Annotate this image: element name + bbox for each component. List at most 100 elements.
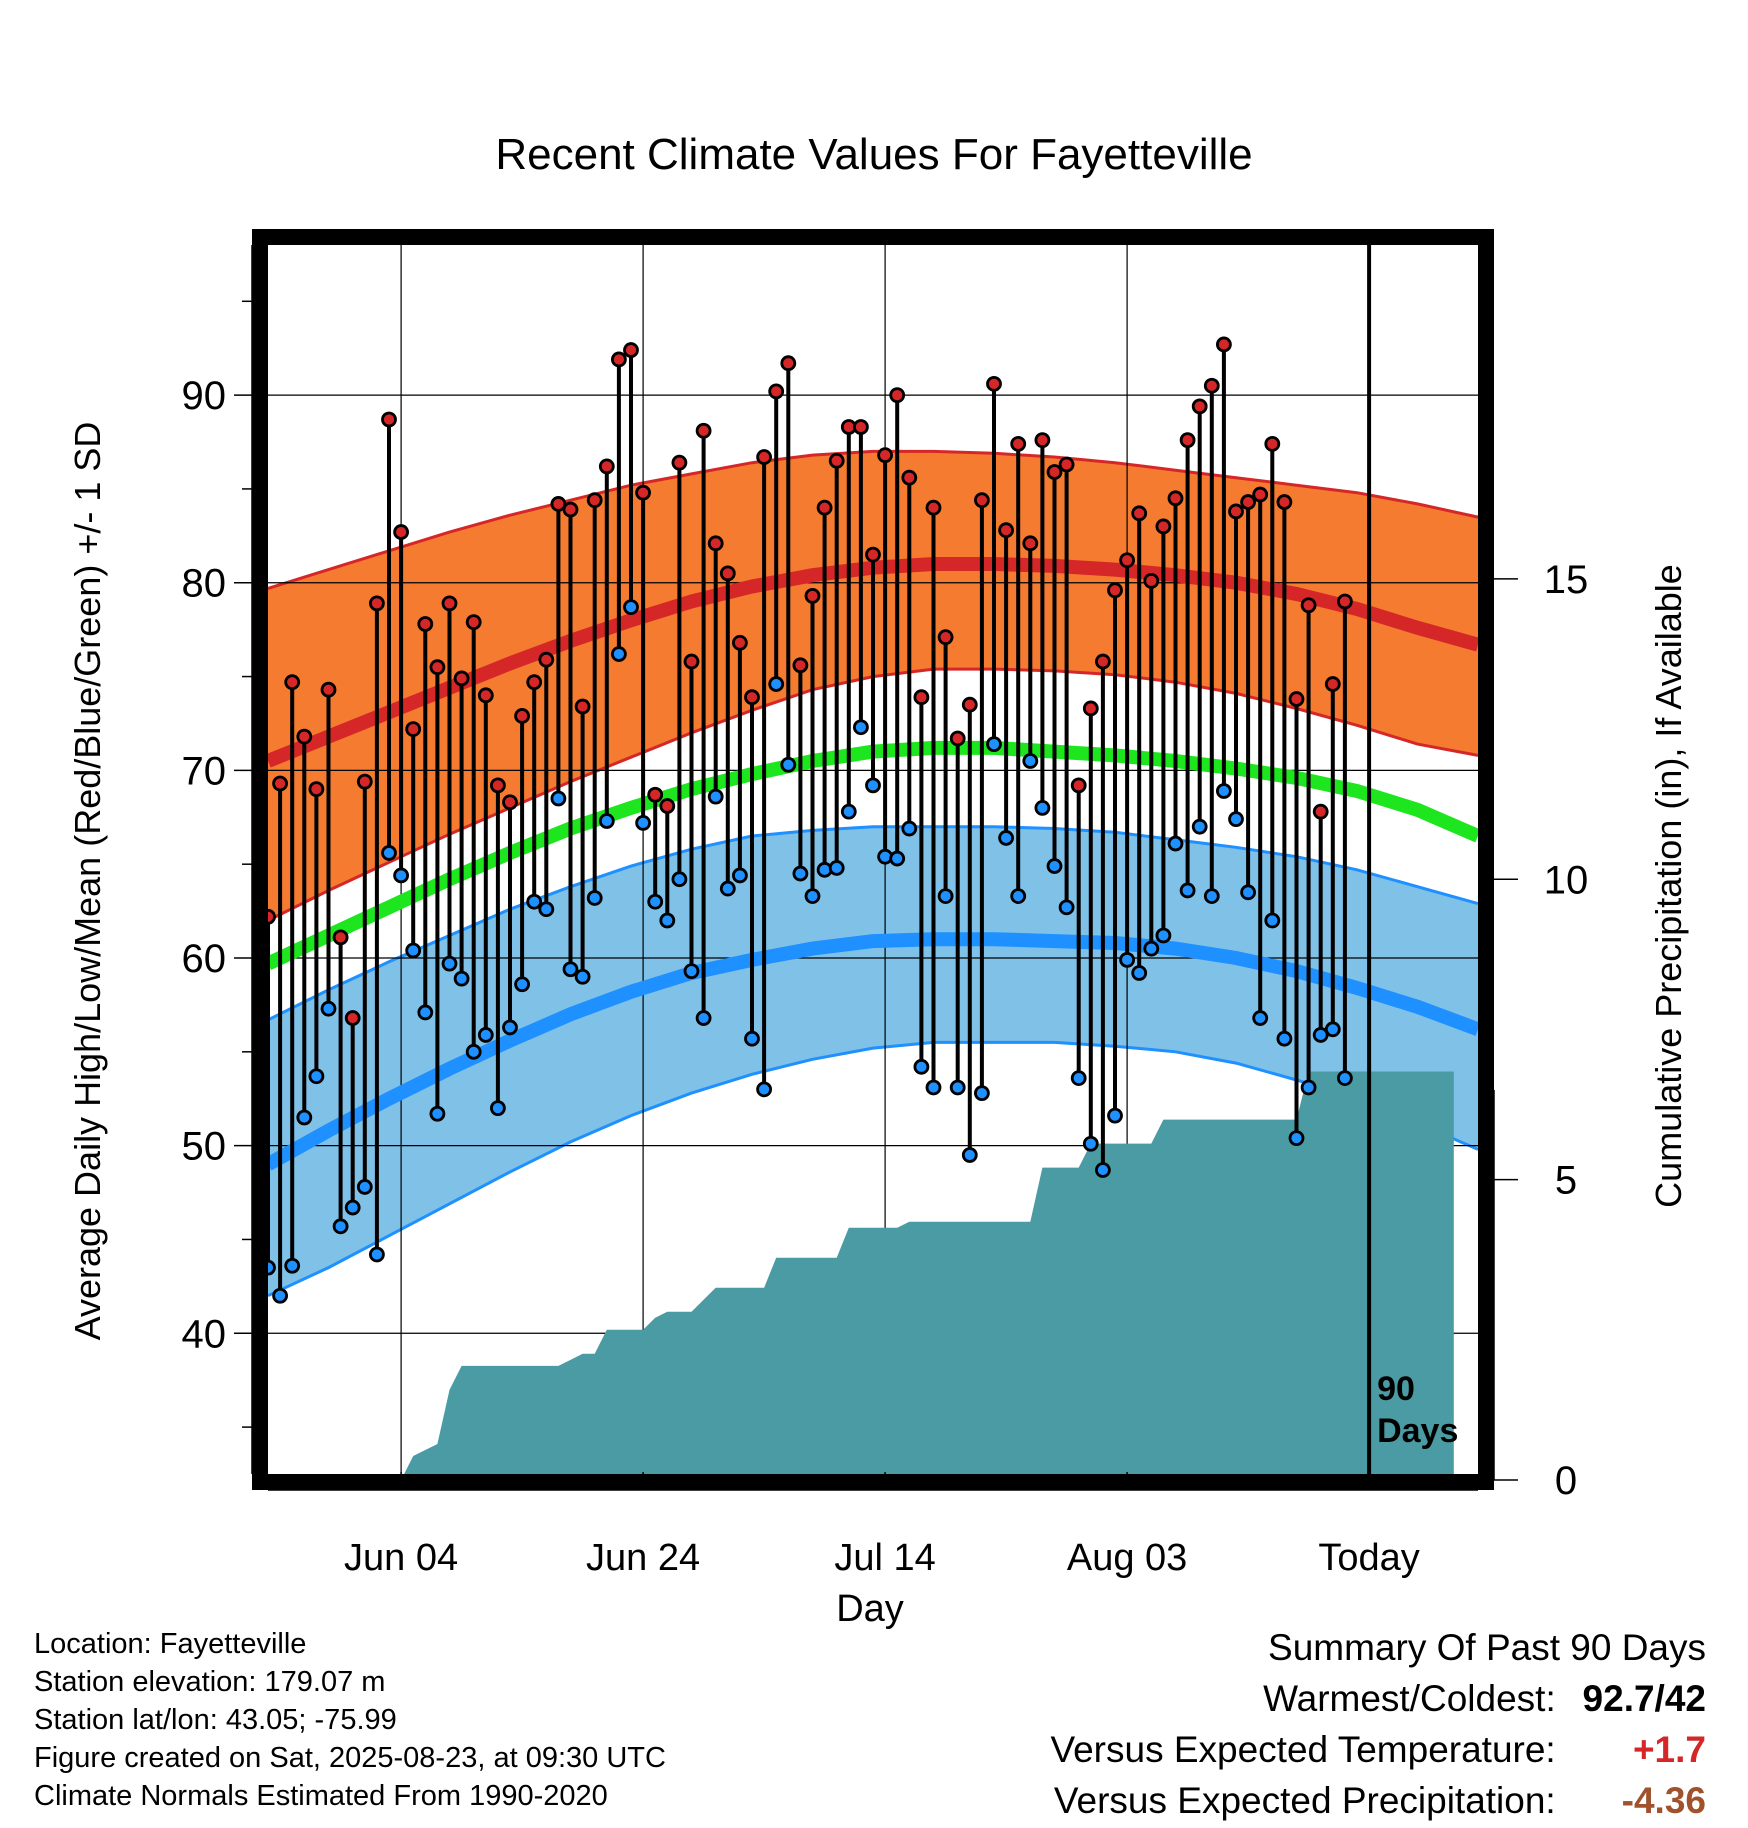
daily-low-point (1119, 951, 1135, 968)
daily-low-point (913, 1058, 930, 1075)
daily-high-point (732, 634, 748, 651)
daily-low-point (1216, 783, 1232, 799)
precip-tick-label-15: 15 (1544, 558, 1589, 602)
daily-low-point (272, 1287, 289, 1304)
daily-high-point (356, 773, 373, 790)
daily-low-point (489, 1100, 506, 1117)
daily-low-point (308, 1068, 325, 1085)
daily-low-point (1034, 800, 1051, 816)
daily-high-point (1022, 535, 1039, 552)
daily-high-point (683, 653, 700, 670)
daily-low-point (453, 970, 470, 987)
daily-high-point (744, 689, 760, 706)
daily-high-point (1288, 691, 1305, 707)
daily-low-point (901, 820, 918, 837)
daily-low-point (1070, 1070, 1087, 1086)
daily-high-point (925, 499, 942, 516)
daily-high-point (1131, 505, 1148, 522)
daily-high-point (719, 565, 736, 582)
daily-high-point (659, 798, 676, 814)
daily-high-point (308, 781, 325, 798)
daily-low-point (1203, 888, 1220, 904)
chart-title: Recent Climate Values For Fayetteville (495, 130, 1253, 179)
daily-low-point (538, 901, 555, 918)
daily-high-point (1058, 456, 1075, 473)
daily-low-point (514, 976, 530, 993)
daily-low-point (1300, 1079, 1317, 1096)
daily-high-point (1191, 398, 1208, 415)
daily-low-point (368, 1246, 385, 1263)
daily-low-point (284, 1257, 301, 1274)
x-tick-label-jun-04: Jun 04 (344, 1537, 458, 1579)
daily-low-point (695, 1010, 712, 1026)
daily-low-point (1010, 888, 1027, 904)
daily-low-point (441, 955, 458, 972)
precip-value: -4.36 (1621, 1780, 1706, 1821)
daily-high-point (901, 469, 918, 486)
warm-cold-label: Warmest/Coldest: (1263, 1678, 1556, 1719)
y-axis-label-right: Cumulative Precipitation (in), If Availa… (1648, 564, 1689, 1208)
daily-high-point (756, 449, 772, 465)
meta-normals: Climate Normals Estimated From 1990-2020 (34, 1780, 608, 1812)
daily-high-point (368, 595, 385, 612)
x-tick-label-today: Today (1318, 1537, 1419, 1579)
summary-panel: Summary Of Past 90 Days Warmest/Coldest:… (1050, 1622, 1706, 1826)
daily-high-point (1107, 582, 1123, 599)
daily-low-point (853, 719, 869, 736)
daily-high-point (1312, 803, 1329, 820)
daily-high-point (611, 351, 627, 368)
daily-low-point (405, 942, 422, 959)
daily-low-point (1228, 811, 1244, 828)
x-tick-label-jun-24: Jun 24 (586, 1537, 700, 1579)
daily-low-point (1058, 899, 1075, 916)
daily-high-point (1276, 494, 1293, 510)
daily-low-point (1143, 940, 1160, 957)
daily-high-point (635, 484, 651, 501)
daily-high-point (949, 730, 966, 747)
daily-low-point (465, 1043, 482, 1060)
daily-low-point (1252, 1010, 1269, 1026)
daily-low-point (1179, 882, 1196, 899)
normal-low-line (264, 932, 1481, 1171)
daily-low-point (756, 1081, 772, 1098)
daily-high-point (381, 411, 397, 428)
daily-high-point (816, 499, 833, 516)
y-tick-label-40: 40 (182, 1312, 227, 1356)
daily-low-point (937, 888, 954, 904)
daily-high-point (272, 775, 289, 792)
daily-low-point (961, 1147, 978, 1163)
daily-low-point (598, 813, 615, 829)
daily-low-point (804, 888, 821, 904)
daily-low-point (635, 815, 651, 831)
daily-low-point (320, 1000, 337, 1017)
daily-high-point (1167, 490, 1184, 507)
daily-low-point (1324, 1021, 1341, 1038)
daily-low-point (332, 1218, 349, 1235)
daily-high-point (865, 546, 881, 563)
daily-high-point (961, 696, 978, 713)
daily-high-point (284, 674, 301, 691)
daily-high-point (998, 522, 1014, 539)
precip-label: Versus Expected Precipitation: (1053, 1780, 1556, 1821)
daily-high-point (1337, 593, 1353, 610)
daily-high-point (1095, 653, 1111, 670)
daily-high-point (502, 794, 518, 811)
daily-low-point (1022, 753, 1039, 769)
daily-low-point (381, 845, 397, 861)
today-marker-label-days: Days (1377, 1412, 1458, 1450)
daily-high-point (332, 929, 349, 946)
daily-low-point (1240, 884, 1256, 901)
y-tick-label-80: 80 (182, 562, 227, 606)
daily-high-point (320, 681, 337, 698)
daily-high-point (489, 777, 506, 794)
daily-high-point (1155, 518, 1172, 535)
daily-low-point (574, 968, 591, 985)
daily-high-point (441, 595, 458, 612)
daily-low-point (889, 850, 906, 867)
daily-high-point (465, 614, 482, 631)
summary-heading: Summary Of Past 90 Days (1268, 1627, 1706, 1668)
daily-low-point (974, 1085, 990, 1102)
daily-low-point (296, 1109, 313, 1126)
daily-high-point (671, 454, 688, 471)
daily-low-point (562, 961, 579, 978)
